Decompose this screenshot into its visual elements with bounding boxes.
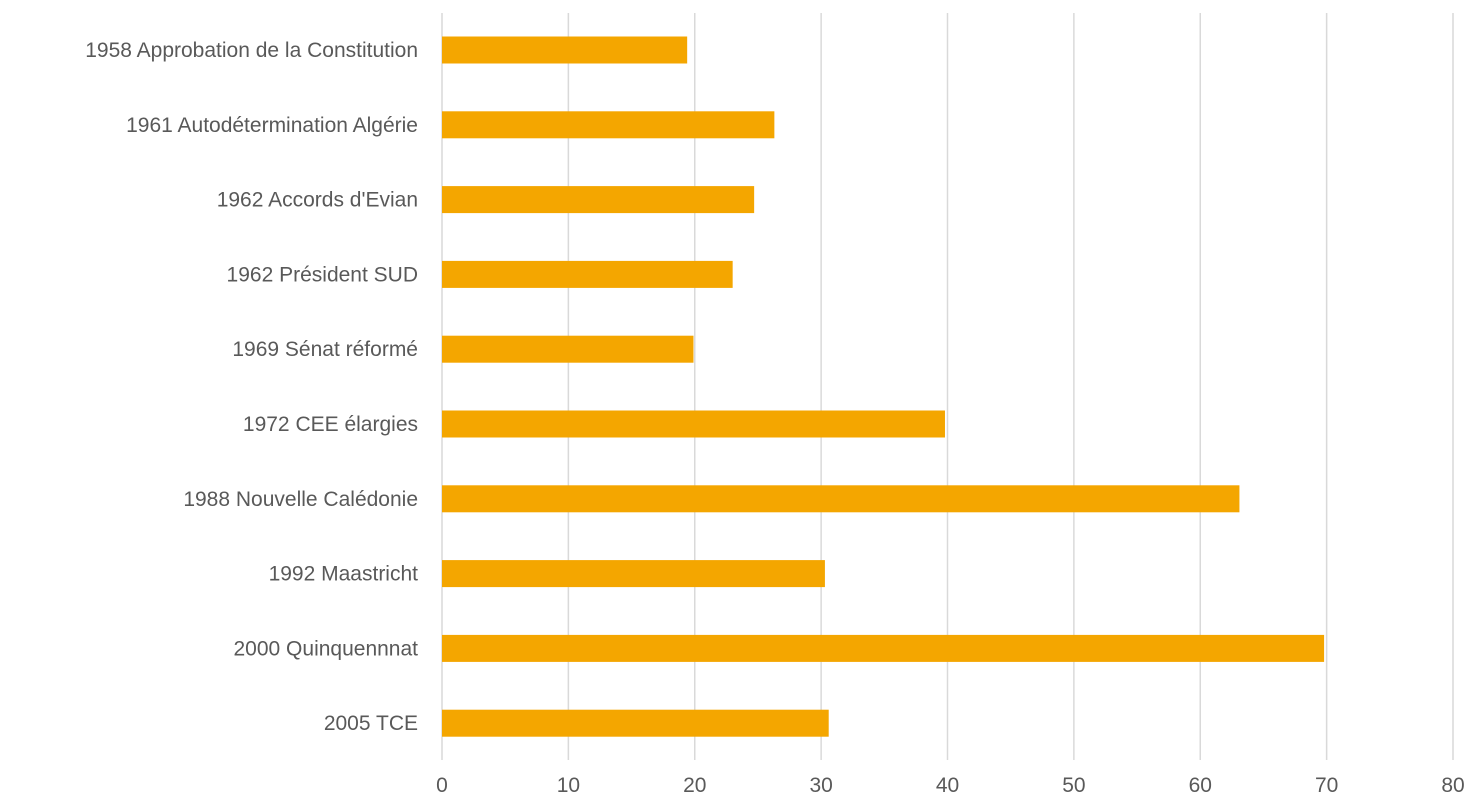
bar [442, 335, 694, 363]
bar [442, 709, 829, 737]
bar [442, 634, 1325, 662]
category-labels: 1958 Approbation de la Constitution 1961 … [85, 39, 418, 735]
bar [442, 410, 945, 438]
x-tick-label: 20 [683, 774, 706, 797]
bar [442, 260, 733, 288]
x-tick-label: 70 [1315, 774, 1338, 797]
category-label: 1962 Président SUD [227, 263, 418, 286]
category-label: 2000 Quinquennnat [234, 637, 419, 660]
bar [442, 485, 1240, 513]
x-tick-label: 0 [436, 774, 448, 797]
bar [442, 186, 755, 214]
category-label: 1972 CEE élargies [243, 413, 418, 436]
category-label: 1958 Approbation de la Constitution [85, 39, 418, 62]
x-tick-labels: 0 10 20 30 40 50 60 70 80 [436, 774, 1465, 797]
x-tick-label: 60 [1189, 774, 1212, 797]
category-label: 1992 Maastricht [269, 563, 419, 586]
category-label: 1988 Nouvelle Calédonie [183, 488, 418, 511]
category-label: 1962 Accords d'Evian [217, 189, 418, 212]
bar [442, 36, 688, 64]
x-tick-label: 40 [936, 774, 959, 797]
bar [442, 111, 775, 139]
bar [442, 560, 825, 588]
category-label: 1969 Sénat réformé [232, 338, 418, 361]
x-tick-label: 50 [1062, 774, 1085, 797]
category-label: 1961 Autodétermination Algérie [126, 114, 418, 137]
x-tick-label: 30 [809, 774, 832, 797]
category-label: 2005 TCE [324, 712, 418, 735]
x-tick-label: 80 [1441, 774, 1464, 797]
x-tick-label: 10 [557, 774, 580, 797]
bars [442, 36, 1325, 737]
